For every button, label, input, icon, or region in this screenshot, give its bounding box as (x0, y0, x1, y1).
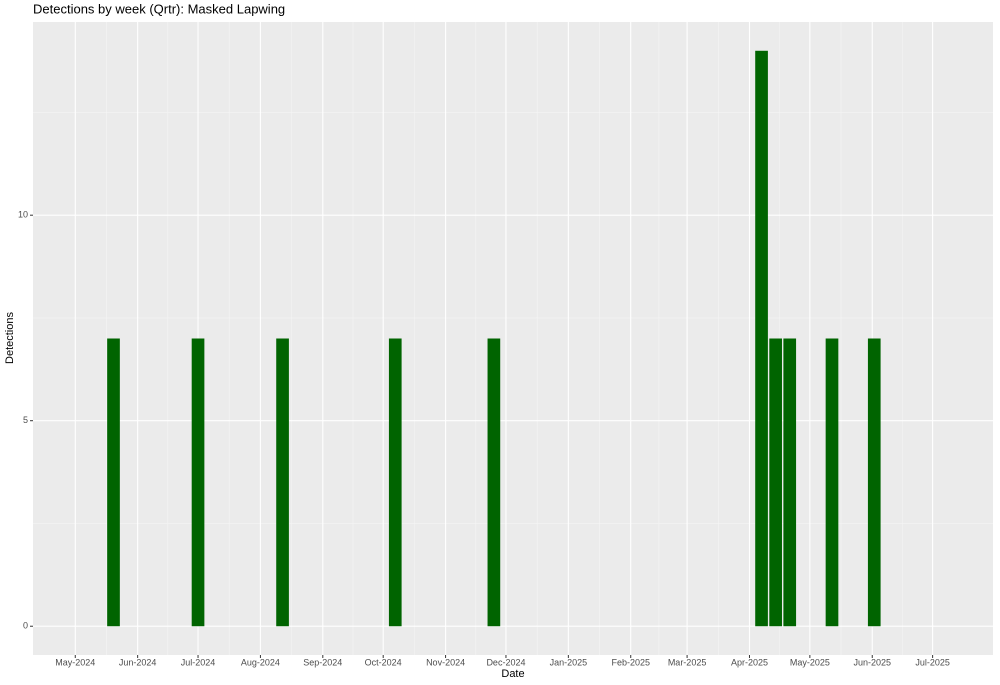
x-tick-label: Dec-2024 (486, 657, 525, 667)
bar (867, 338, 881, 627)
bar (755, 50, 768, 627)
y-tick-label: 10 (18, 210, 28, 220)
x-tick-label: Feb-2025 (611, 657, 650, 667)
bar (388, 338, 402, 627)
bar (783, 338, 797, 627)
bar (107, 338, 120, 627)
bar (825, 338, 839, 627)
bar (191, 338, 205, 627)
x-axis-title: Date (501, 668, 524, 680)
bar (487, 338, 501, 627)
y-axis-title: Detections (4, 312, 16, 364)
x-tick-label: Nov-2024 (426, 657, 465, 667)
x-tick-label: Jun-2024 (119, 657, 157, 667)
bar (769, 338, 782, 627)
y-tick-label: 5 (23, 415, 28, 425)
plot-panel (33, 22, 993, 655)
x-tick-label: Mar-2025 (668, 657, 707, 667)
x-tick-label: Jan-2025 (550, 657, 588, 667)
marks (107, 50, 881, 627)
x-tick-label: Jun-2025 (853, 657, 891, 667)
bar (276, 338, 289, 627)
x-tick-label: Jul-2024 (181, 657, 216, 667)
x-tick-label: Aug-2024 (241, 657, 280, 667)
x-tick-label: May-2024 (55, 657, 95, 667)
x-tick-label: Jul-2025 (915, 657, 950, 667)
x-tick-label: Oct-2024 (365, 657, 402, 667)
y-tick-label: 0 (23, 621, 28, 631)
chart-title: Detections by week (Qrtr): Masked Lapwin… (33, 1, 285, 16)
x-tick-label: May-2025 (790, 657, 830, 667)
x-tick-label: Apr-2025 (731, 657, 768, 667)
x-tick-label: Sep-2024 (303, 657, 342, 667)
